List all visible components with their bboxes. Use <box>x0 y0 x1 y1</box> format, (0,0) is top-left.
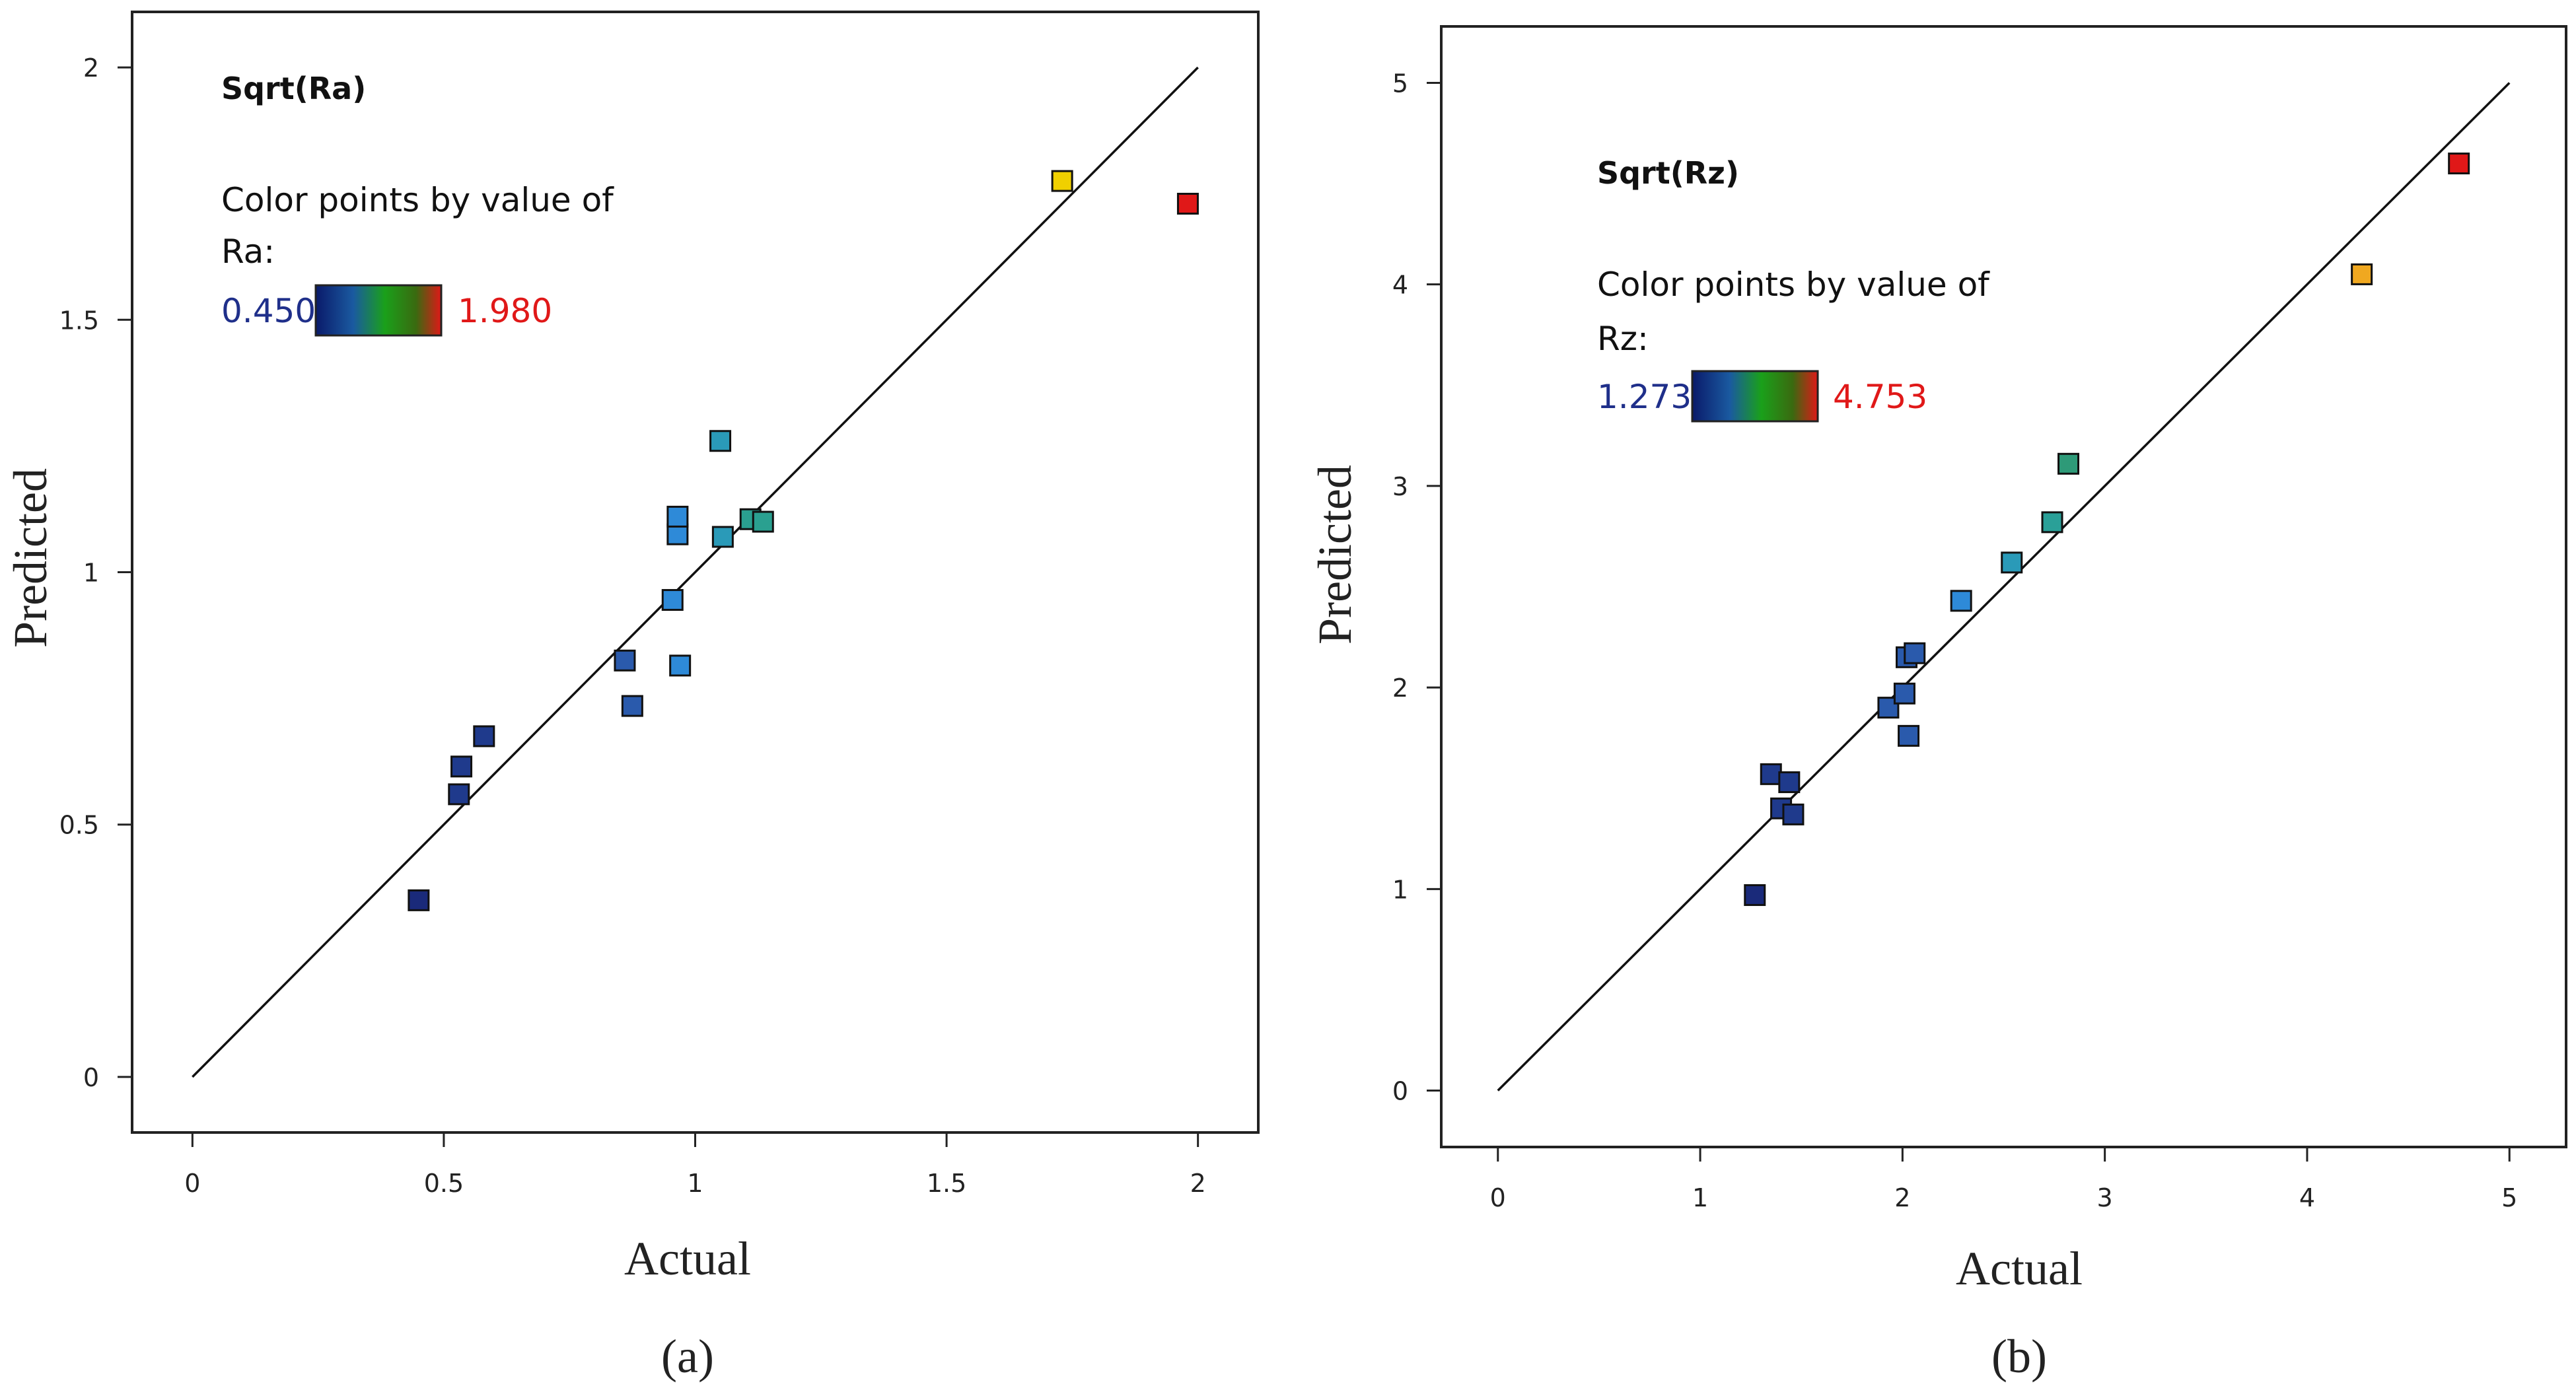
reference-line-group <box>1497 82 2511 1092</box>
data-point <box>1904 642 1926 664</box>
y-tick-label: 0.5 <box>59 811 99 840</box>
panel-a-chart: 0 0.5 1 1.5 2 0 0.5 1 1.5 2 Sqrt(Ra) Color points… <box>4 11 1260 1383</box>
reference-line-group <box>192 66 1199 1078</box>
x-tick-label: 2 <box>1894 1183 1910 1212</box>
plot-frame <box>1440 25 2567 1148</box>
legend-caption-line1: Color points by value of <box>221 181 614 219</box>
y-tick-label: 5 <box>1392 69 1408 98</box>
reference-line <box>192 66 1199 1078</box>
x-tick-label: 0 <box>184 1169 200 1198</box>
x-tick-label: 5 <box>2501 1183 2517 1212</box>
y-tick-label: 0 <box>83 1063 99 1092</box>
panel-caption: (a) <box>661 1330 714 1383</box>
legend-caption-line2: Ra: <box>221 232 275 271</box>
data-point <box>1778 771 1801 794</box>
data-point <box>408 889 430 911</box>
legend-colorbar <box>314 284 443 337</box>
y-tick-label: 1.5 <box>59 306 99 335</box>
points-group <box>1744 153 2470 906</box>
legend-colorbar <box>1691 370 1819 423</box>
x-tick-label: 1.5 <box>927 1169 966 1198</box>
data-point <box>2057 452 2080 475</box>
legend-caption-line1: Color points by value of <box>1597 265 1990 304</box>
legend-min-label: 1.273 <box>1597 378 1692 416</box>
data-point <box>666 505 689 528</box>
data-point <box>1898 724 1920 747</box>
y-tick-label: 2 <box>83 53 99 83</box>
reference-line <box>1497 82 2511 1092</box>
x-tick-label: 1 <box>1692 1183 1708 1212</box>
data-point <box>621 695 643 717</box>
y-tick-label: 1 <box>1392 875 1408 904</box>
response-title: Sqrt(Rz) <box>1597 155 1739 191</box>
data-point <box>1744 884 1766 906</box>
data-point <box>614 649 636 672</box>
data-point <box>669 654 692 677</box>
y-tick-label: 1 <box>83 559 99 588</box>
panel-b-chart: 0 1 2 3 4 5 0 1 2 3 4 5 Sqrt(Rz) Color points by va… <box>1308 25 2567 1383</box>
y-tick-label: 2 <box>1392 674 1408 703</box>
x-tick-label: 3 <box>2097 1183 2113 1212</box>
data-point <box>2351 263 2373 285</box>
data-point <box>1893 682 1915 705</box>
data-point <box>1051 170 1073 192</box>
data-point <box>450 755 473 778</box>
x-tick-label: 0.5 <box>424 1169 464 1198</box>
y-axis-title: Predicted <box>4 468 57 648</box>
x-tick-label: 0 <box>1490 1183 1506 1212</box>
y-tick-label: 3 <box>1392 472 1408 501</box>
data-point <box>661 589 684 611</box>
data-point <box>711 526 734 548</box>
x-tick-label: 2 <box>1190 1169 1206 1198</box>
x-axis-title: Actual <box>624 1232 751 1285</box>
x-axis-title: Actual <box>1956 1242 2083 1295</box>
points-group <box>408 170 1199 911</box>
data-point <box>2001 551 2023 574</box>
ticks-group: 0 1 2 3 4 5 0 1 2 3 4 5 <box>1392 69 2518 1212</box>
response-title: Sqrt(Ra) <box>221 71 366 106</box>
x-tick-label: 4 <box>2299 1183 2315 1212</box>
legend-max-label: 1.980 <box>458 292 552 330</box>
panel-caption: (b) <box>1991 1330 2047 1383</box>
data-point <box>1176 192 1199 215</box>
legend-max-label: 4.753 <box>1833 378 1927 416</box>
data-point <box>752 510 774 533</box>
legend-min-label: 0.450 <box>221 292 316 330</box>
data-point <box>2448 153 2470 175</box>
data-point <box>1760 763 1782 785</box>
data-point <box>448 783 470 806</box>
data-point <box>709 430 732 452</box>
y-axis-title: Predicted <box>1308 465 1361 644</box>
x-tick-label: 1 <box>687 1169 703 1198</box>
legend-caption-line2: Rz: <box>1597 320 1649 358</box>
ticks-group: 0 0.5 1 1.5 2 0 0.5 1 1.5 2 <box>59 53 1206 1198</box>
data-point <box>2041 511 2063 534</box>
y-tick-label: 0 <box>1392 1077 1408 1106</box>
data-point <box>1950 590 1972 612</box>
data-point <box>1782 803 1805 825</box>
y-tick-label: 4 <box>1392 271 1408 300</box>
data-point <box>473 725 495 748</box>
